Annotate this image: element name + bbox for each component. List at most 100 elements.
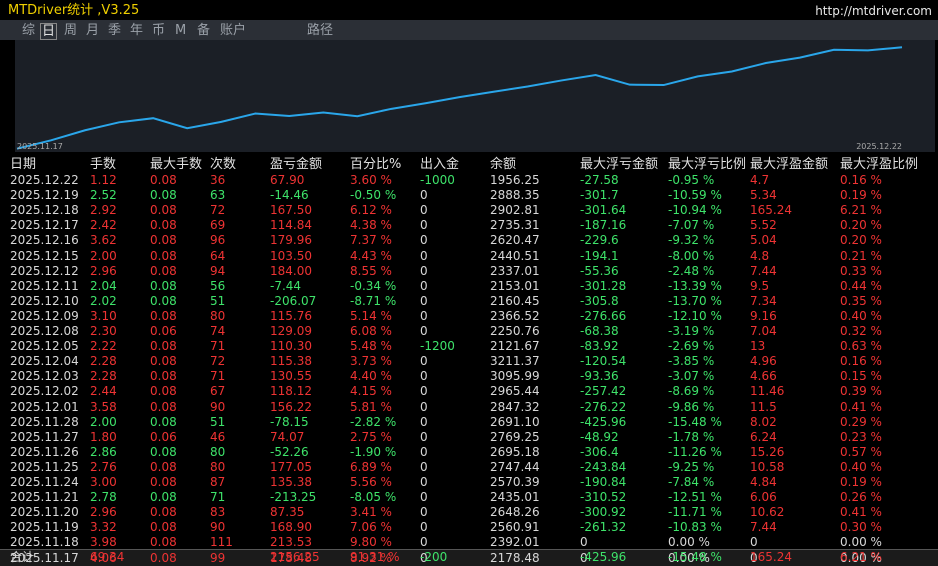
tab[interactable]: 月 (86, 23, 100, 38)
cell: 6.08 % (350, 324, 392, 338)
cell: 0.08 (150, 218, 177, 233)
cell: 0.08 (150, 384, 177, 399)
cell: -243.84 (580, 459, 627, 474)
cell: 0.08 (150, 550, 177, 565)
cell: 179.96 (270, 233, 312, 248)
tab[interactable]: 备 (197, 23, 211, 38)
cell: -12.10 % (668, 308, 722, 323)
cell: 3211.37 (490, 354, 540, 369)
cell: 80 (210, 308, 226, 323)
tab[interactable]: 日 (40, 23, 58, 40)
tab[interactable]: M (175, 23, 187, 38)
cell: 3.00 (90, 475, 117, 489)
cell: 0.44 % (840, 278, 882, 293)
cell: 115.38 (270, 354, 312, 369)
column-header: 最大浮盈比例 (840, 157, 919, 172)
cell: -7.44 (270, 278, 302, 293)
cell: 7.04 (750, 324, 777, 338)
cell: 2.86 (90, 444, 117, 459)
cell: 0.08 (150, 369, 177, 384)
cell: 3.60 % (350, 173, 392, 187)
tab[interactable]: 季 (108, 23, 122, 38)
cell: 0.08 (150, 203, 177, 218)
cell: 3095.99 (490, 369, 540, 384)
cell: 0 (420, 429, 428, 444)
cell: -9.86 % (668, 399, 715, 414)
cell: 0.20 % (840, 218, 882, 233)
cell: 87.35 (270, 505, 305, 520)
cell: 90 (210, 399, 226, 414)
cell: 2025.12.08 (10, 324, 79, 338)
cell: 0.57 % (840, 444, 882, 459)
cell: -13.39 % (668, 278, 722, 293)
cell: 0.33 % (840, 263, 882, 278)
cell: 2648.26 (490, 505, 540, 520)
cell: 13 (750, 339, 766, 354)
cell: 0.39 % (840, 384, 882, 399)
cell: -52.26 (270, 444, 309, 459)
cell: 0.00 % (840, 535, 882, 550)
total-cell: 69.34 (90, 550, 125, 564)
cell: 2888.35 (490, 188, 540, 203)
cell: -276.66 (580, 308, 627, 323)
tab[interactable]: 账户 (220, 23, 247, 38)
cell: 0.00 % (668, 550, 710, 565)
cell: -3.07 % (668, 369, 715, 384)
cell: -213.25 (270, 490, 317, 505)
cell: 15.26 (750, 444, 785, 459)
cell: -93.36 (580, 369, 619, 384)
cell: 2695.18 (490, 444, 540, 459)
column-header: 余额 (490, 157, 517, 172)
cell: 2440.51 (490, 248, 540, 263)
column-header: 次数 (210, 157, 237, 172)
cell: 64 (210, 248, 226, 263)
cell: -261.32 (580, 520, 627, 535)
cell: 2025.11.25 (10, 459, 79, 474)
url[interactable]: http://mtdriver.com (815, 4, 932, 18)
cell: 0.19 % (840, 475, 882, 489)
cell: 0.40 % (840, 308, 882, 323)
cell: -305.8 (580, 293, 619, 308)
cell: 2847.32 (490, 399, 540, 414)
cell: 4.8 (750, 248, 770, 263)
cell: 5.34 (750, 188, 777, 203)
cell: 0.08 (150, 278, 177, 293)
cell: 2570.39 (490, 475, 540, 489)
cell: 9.16 (750, 308, 777, 323)
cell: -7.07 % (668, 218, 715, 233)
cell: 4.15 % (350, 384, 392, 399)
tab[interactable]: 币 (152, 23, 166, 38)
cell: 0.16 % (840, 354, 882, 369)
cell: 4.66 (750, 369, 777, 384)
cell: -8.69 % (668, 384, 715, 399)
tab[interactable]: 年 (130, 23, 144, 38)
cell: 0.00 % (840, 550, 882, 565)
cell: 2691.10 (490, 414, 540, 429)
cell: 10.62 (750, 505, 785, 520)
cell: 4.96 (750, 354, 777, 369)
cell: -8.05 % (350, 490, 397, 505)
cell: 2025.12.15 (10, 248, 79, 263)
cell: -1.78 % (668, 429, 715, 444)
cell: 90 (210, 520, 226, 535)
cell: 2735.31 (490, 218, 540, 233)
cell: 80 (210, 459, 226, 474)
cell: 0 (420, 233, 428, 248)
cell: -206.07 (270, 293, 317, 308)
cell: 2025.11.27 (10, 429, 79, 444)
cell: 2.44 (90, 384, 117, 399)
cell: 2392.01 (490, 535, 540, 550)
cell: 9.5 (750, 278, 770, 293)
cell: 3.98 (90, 535, 117, 550)
cell: 0 (420, 550, 428, 565)
cell: 0.08 (150, 263, 177, 278)
tab[interactable]: 路径 (307, 23, 334, 38)
tab[interactable]: 综 (22, 23, 36, 38)
cell: 0.30 % (840, 520, 882, 535)
cell: -10.94 % (668, 203, 722, 218)
cell: 110.30 (270, 339, 312, 354)
cell: 0.41 % (840, 399, 882, 414)
tab[interactable]: 周 (64, 23, 78, 38)
cell: 213.53 (270, 535, 312, 550)
